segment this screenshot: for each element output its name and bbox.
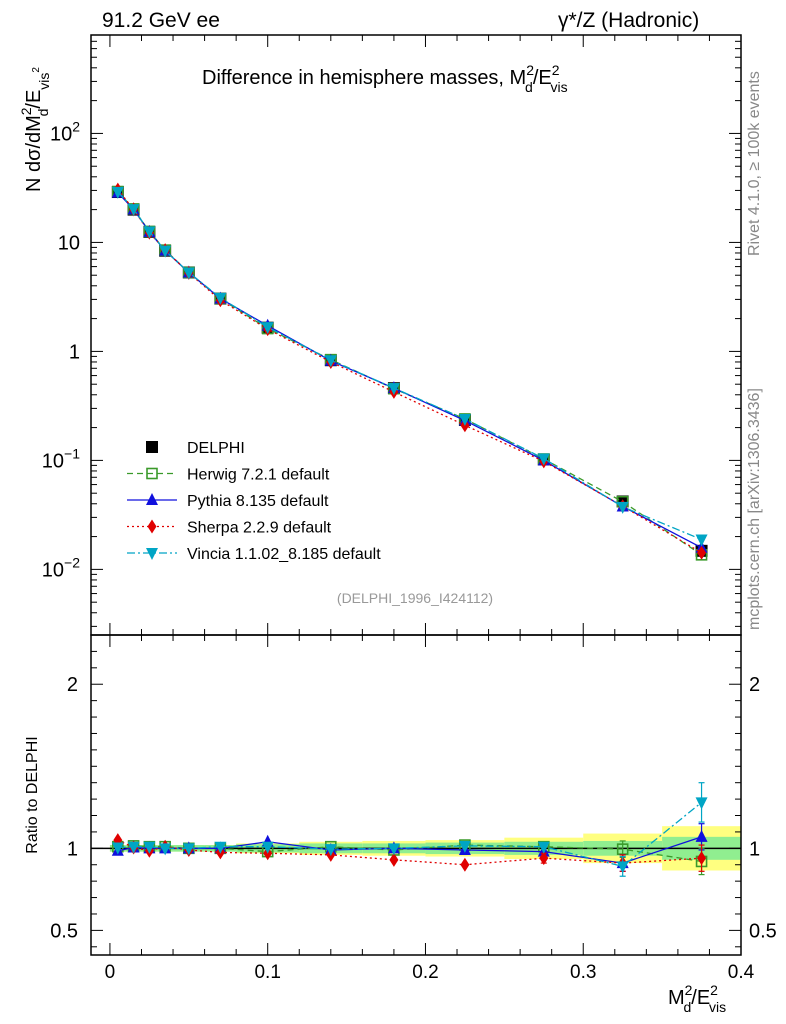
data-point-vincia [214,292,227,305]
y-tick-label: 102 [50,118,80,145]
data-point-vincia [127,204,140,217]
data-point-vincia [143,226,156,239]
ratio-point-vincia [616,861,629,874]
ratio-point-sherpa [389,852,399,867]
ratio-tick-label-left: 2 [67,674,78,696]
legend-label-vincia: Vincia 1.1.02_8.185 default [187,546,381,563]
legend-label-sherpa: Sherpa 2.2.9 default [187,520,332,537]
legend-marker-pythia [146,493,158,505]
ratio-tick-label-left: 1 [67,838,78,860]
x-axis-label: M2 d/E2 vis [668,982,726,1015]
ratio-point-vincia [695,797,708,810]
legend-label-herwig: Herwig 7.2.1 default [187,467,330,484]
ratio-point-vincia [159,843,172,856]
ratio-point-vincia [182,843,195,856]
y-tick-label: 10 [58,232,80,254]
x-tick-label: 0.2 [412,962,438,983]
legend-marker-vincia [146,548,158,560]
x-tick-label: 0.3 [570,962,596,983]
ratio-point-herwig [616,843,629,855]
ratio-axis-label: Ratio to DELPHI [24,736,41,853]
data-point-vincia [261,322,274,335]
legend: DELPHI Herwig 7.2.1 default Pythia 8.135 d… [127,440,381,563]
ratio-point-vincia [458,840,471,853]
ratio-tick-label-left: 0.5 [50,920,78,942]
y-axis-ticks [91,34,741,627]
series-vincia [111,186,708,547]
ratio-point-sherpa [539,851,549,866]
data-point-vincia [537,453,550,466]
data-point-vincia [182,267,195,280]
ratio-point-sherpa [697,851,707,866]
data-point-vincia [695,534,708,547]
data-point-vincia [458,413,471,426]
ratio-point-vincia [261,841,274,854]
series-line-vincia [117,191,702,541]
header-right-label: γ*/Z (Hadronic) [558,9,700,32]
legend-marker-delphi [146,441,158,453]
main-plot-frame [90,34,742,636]
data-point-vincia [111,186,124,199]
data-point-vincia [616,501,629,514]
legend-marker-herwig [146,467,158,480]
ratio-series-vincia [111,782,708,877]
data-point-vincia [387,383,400,396]
ratio-point-vincia [214,841,227,854]
x-tick-label: 0.4 [728,962,755,983]
header-left-label: 91.2 GeV ee [102,9,220,32]
ratio-point-vincia [111,842,124,855]
legend-marker-sherpa [147,519,157,534]
y-axis-label: N dσ/dM2d/Evis2 [18,67,52,192]
legend-label-delphi: DELPHI [187,440,245,457]
ratio-point-vincia [387,843,400,856]
ratio-point-pythia [695,829,708,842]
analysis-id-label: (DELPHI_1996_I424112) [337,590,493,606]
y-tick-label: 1 [69,341,80,363]
legend-label-pythia: Pythia 8.135 default [187,493,329,510]
chart-title: Difference in hemisphere masses, M2 d/E2 v… [202,62,568,95]
x-tick-label: 0 [105,962,116,983]
data-point-vincia [324,355,337,368]
ratio-tick-label-right: 0.5 [749,920,777,942]
ratio-point-vincia [324,844,337,857]
ratio-point-vincia [143,841,156,854]
data-point-sherpa [697,545,707,560]
x-tick-label: 0.1 [254,962,280,983]
ratio-point-vincia [537,841,550,854]
ratio-plot-frame [90,634,742,956]
x-axis-ticks [109,35,742,955]
ratio-point-vincia [127,841,140,854]
ratio-point-sherpa [460,857,470,872]
data-point-vincia [159,245,172,258]
ratio-tick-label-right: 1 [749,838,760,860]
ratio-tick-label-right: 2 [749,674,760,696]
ratio-y-ticks [91,650,741,948]
y-tick-label: 10−2 [42,554,80,581]
y-tick-label: 10−1 [42,445,80,472]
